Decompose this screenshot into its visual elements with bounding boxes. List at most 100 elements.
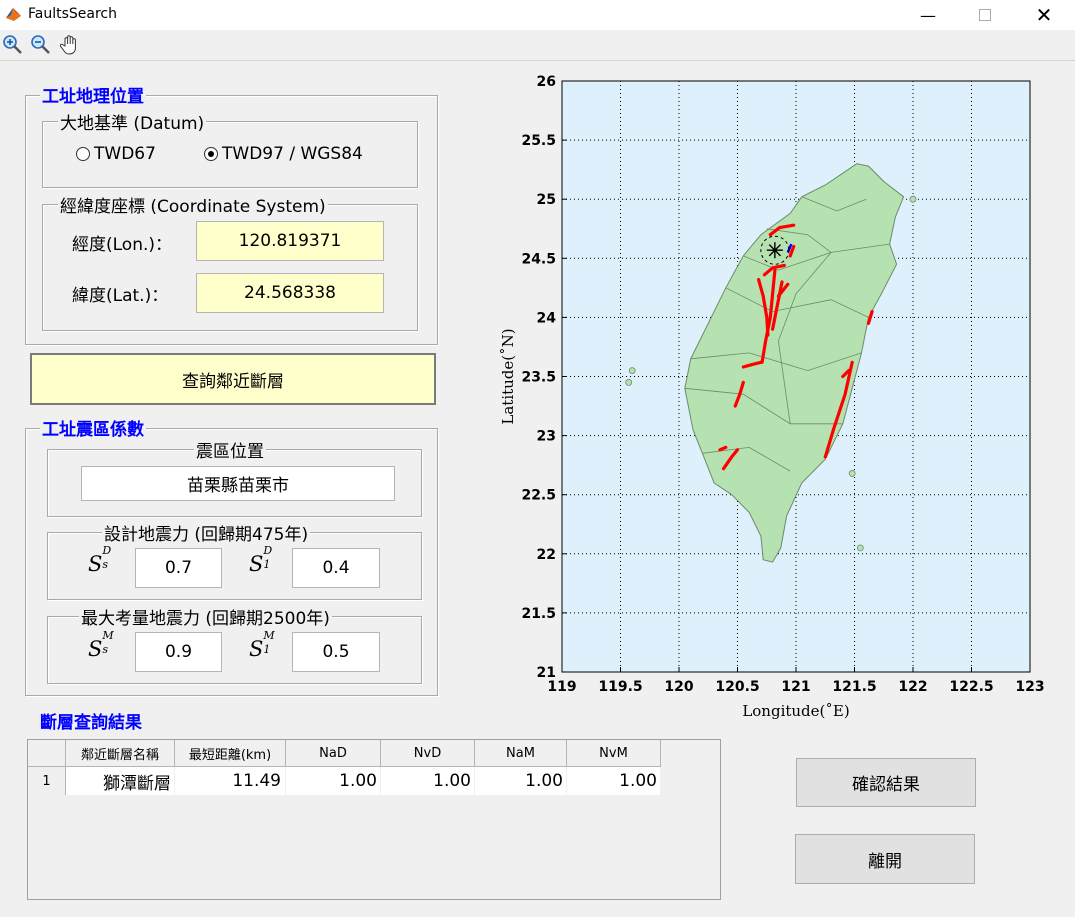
fault-line <box>841 369 851 379</box>
exit-button[interactable]: 離開 <box>795 834 975 884</box>
radio-twd97-indicator[interactable] <box>204 147 218 161</box>
radio-twd97-label: TWD97 / WGS84 <box>222 144 363 164</box>
y-tick-label: 26 <box>537 74 556 90</box>
design-title: 設計地震力 (回歸期475年) <box>102 520 311 545</box>
fault-lines <box>718 223 874 471</box>
col-header-nvm[interactable]: NvM <box>567 740 661 767</box>
x-tick-label: 123 <box>1015 679 1044 695</box>
fault-line <box>741 360 763 369</box>
lon-label: 經度(Lon.)： <box>72 235 173 255</box>
mce-title: 最大考量地震力 (回歸期2500年) <box>79 604 332 629</box>
fault-line <box>788 244 796 258</box>
results-title: 斷層查詢結果 <box>40 713 142 733</box>
results-table[interactable]: 鄰近斷層名稱 最短距離(km) NaD NvD NaM NvM 1 獅潭斷層 1… <box>27 739 721 900</box>
small-island <box>909 195 917 203</box>
col-header-nvd[interactable]: NvD <box>381 740 475 767</box>
cell-distance[interactable]: 11.49 <box>175 767 285 795</box>
fault-line <box>760 268 777 364</box>
radio-twd97[interactable]: TWD97 / WGS84 <box>204 144 363 164</box>
small-island <box>628 367 636 374</box>
row-index: 1 <box>28 767 66 795</box>
x-axis-label: Longitude(˚E) <box>742 702 849 720</box>
county-boundary <box>725 287 869 318</box>
zoom-in-icon[interactable] <box>1 33 25 57</box>
site-location-group <box>25 95 438 345</box>
taiwan-island <box>684 163 905 563</box>
y-tick-label: 25 <box>537 192 556 208</box>
county-boundary <box>702 446 791 472</box>
zone-field: 苗栗縣苗栗市 <box>81 466 395 501</box>
county-boundary <box>743 243 890 271</box>
cell-nam[interactable]: 1.00 <box>475 767 566 795</box>
site-asterisk-stroke <box>768 244 782 257</box>
lat-label: 緯度(Lat.)： <box>72 286 169 306</box>
y-tick-labels: 21 21.5 22 22.5 23 23.5 24 24.5 25 25.5 26 <box>521 74 556 681</box>
radio-twd67-indicator[interactable] <box>76 147 90 161</box>
cell-nvd[interactable]: 1.00 <box>381 767 474 795</box>
site-marker <box>760 235 790 265</box>
radio-twd67[interactable]: TWD67 <box>76 144 156 164</box>
seismic-title: 工址震區係數 <box>40 415 146 440</box>
fault-line <box>768 223 796 237</box>
x-tick-label: 122 <box>898 679 927 695</box>
y-tick-label: 23.5 <box>521 370 556 386</box>
fault-line <box>866 309 874 325</box>
county-boundary <box>766 228 832 253</box>
x-tick-label: 119 <box>547 679 576 695</box>
maximize-icon[interactable] <box>962 0 1008 30</box>
matlab-icon <box>6 8 21 21</box>
title-bar: FaultsSearch — ✕ <box>0 0 1075 30</box>
radio-twd67-label: TWD67 <box>94 144 156 164</box>
pan-hand-icon[interactable] <box>58 33 82 57</box>
x-tick-label: 120.5 <box>715 679 759 695</box>
y-tick-label: 21.5 <box>521 606 556 622</box>
fault-line <box>762 263 786 277</box>
fault-line <box>771 280 784 331</box>
minimize-icon[interactable]: — <box>920 5 936 25</box>
query-faults-button[interactable]: 查詢鄰近斷層 <box>30 353 436 405</box>
x-tick-labels: 119 119.5 120 120.5 121 121.5 122 122.5 123 <box>547 679 1044 695</box>
close-icon[interactable]: ✕ <box>1035 3 1053 27</box>
x-tick-label: 122.5 <box>949 679 993 695</box>
site-location-title: 工址地理位置 <box>40 82 146 107</box>
search-radius-circle <box>760 235 790 265</box>
cell-fault-name[interactable]: 獅潭斷層 <box>66 767 174 795</box>
map-chart[interactable]: 119 119.5 120 120.5 121 121.5 122 122.5 123 2121… <box>495 66 1055 731</box>
y-tick-label: 22.5 <box>521 488 556 504</box>
zoom-out-icon[interactable] <box>29 33 53 57</box>
confirm-button[interactable]: 確認結果 <box>796 758 976 807</box>
cell-nvm[interactable]: 1.00 <box>567 767 660 795</box>
lat-input[interactable]: 24.568338 <box>196 273 384 313</box>
col-header-nad[interactable]: NaD <box>286 740 381 767</box>
taiwan-landmass <box>625 163 917 563</box>
y-tick-label: 23 <box>537 429 556 445</box>
sm1-field: 0.5 <box>292 632 380 672</box>
col-header-nam[interactable]: NaM <box>475 740 567 767</box>
y-tick-label: 22 <box>537 547 556 563</box>
y-tick-label: 21 <box>537 665 556 681</box>
y-tick-label: 25.5 <box>521 133 556 149</box>
cell-nad[interactable]: 1.00 <box>286 767 380 795</box>
toolbar <box>0 30 1075 61</box>
fault-line <box>776 282 790 298</box>
datum-group <box>42 121 418 188</box>
row-header-corner <box>28 740 66 767</box>
sms-field: 0.9 <box>135 632 222 672</box>
col-header-distance[interactable]: 最短距離(km) <box>175 740 286 767</box>
y-tick-label: 24.5 <box>521 251 556 267</box>
coordinate-title: 經緯度座標 (Coordinate System) <box>58 192 328 217</box>
fault-line <box>718 445 728 452</box>
lon-input[interactable]: 120.819371 <box>196 221 384 261</box>
x-tick-label: 119.5 <box>598 679 642 695</box>
small-island <box>856 544 864 552</box>
map-grid <box>561 80 1031 673</box>
col-header-name[interactable]: 鄰近斷層名稱 <box>66 740 175 767</box>
y-tick-label: 24 <box>537 310 557 326</box>
fault-line <box>733 380 745 408</box>
county-boundary <box>690 352 862 372</box>
seismic-group <box>25 428 438 696</box>
x-tick-label: 120 <box>664 679 693 695</box>
x-tick-label: 121.5 <box>832 679 876 695</box>
